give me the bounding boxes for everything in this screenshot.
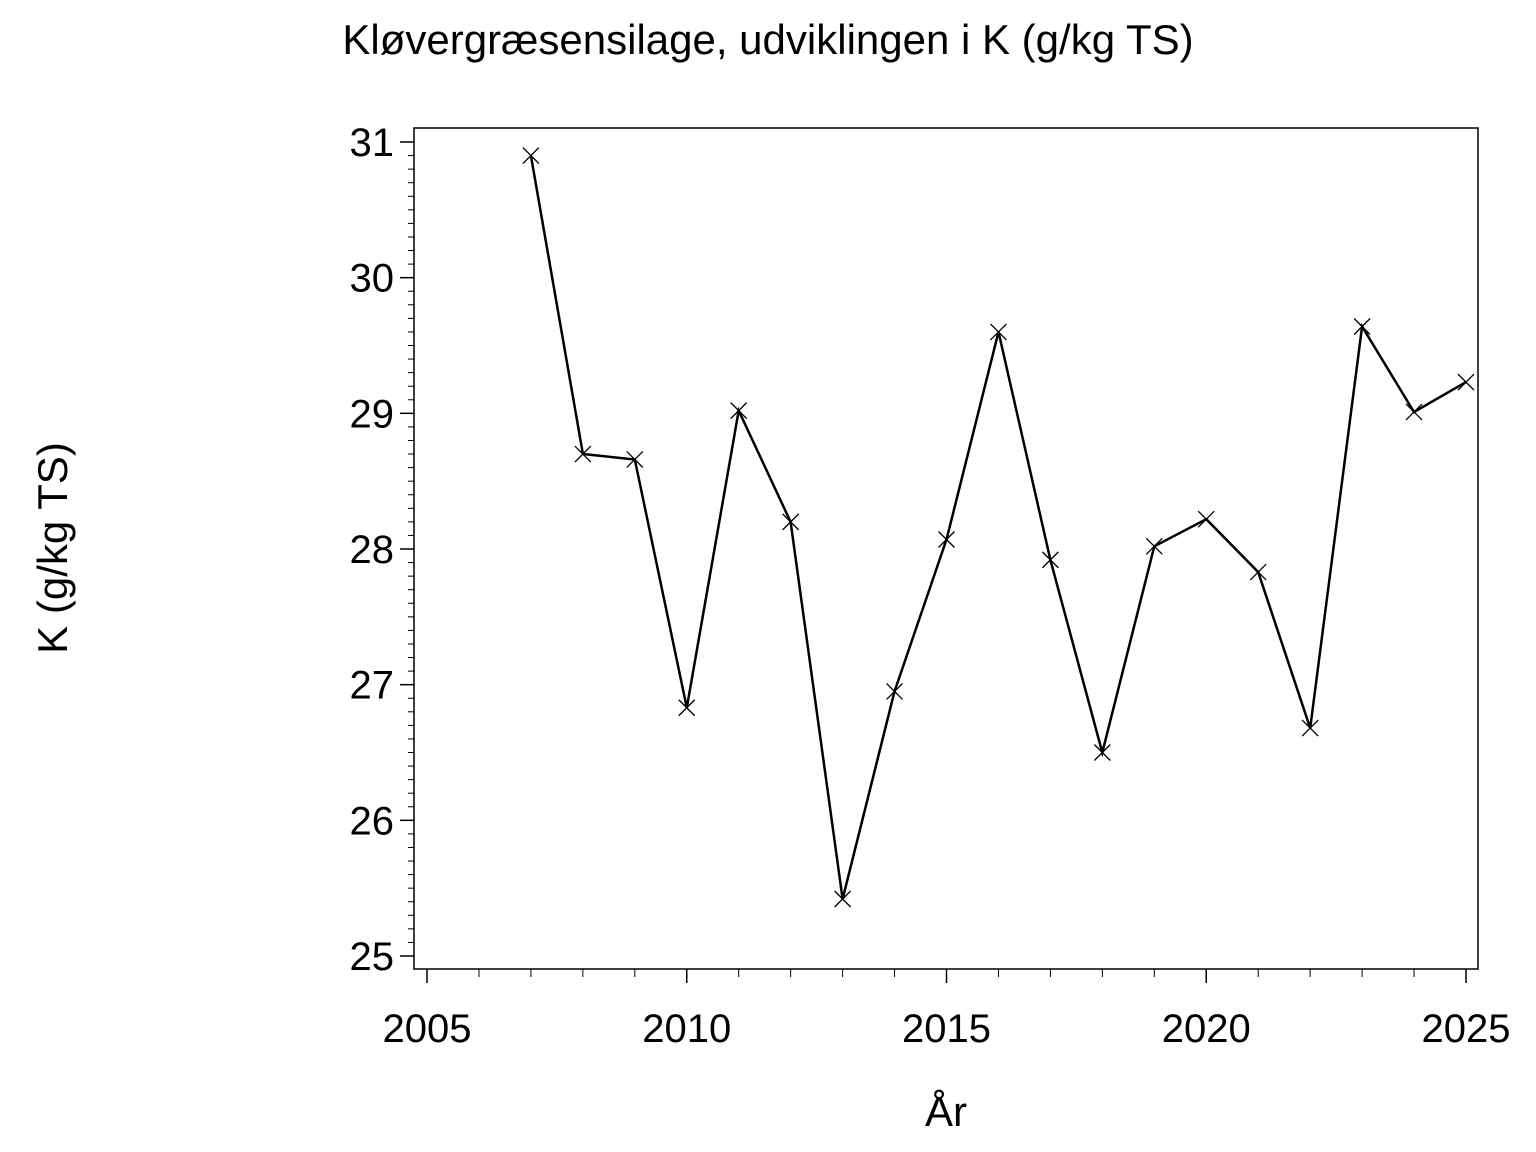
plot-frame xyxy=(413,127,1479,970)
marker-stroke xyxy=(1197,510,1215,528)
data-point-marker xyxy=(1405,403,1423,421)
data-point-marker xyxy=(1041,551,1059,569)
marker-stroke xyxy=(1145,537,1163,555)
marker-stroke xyxy=(1457,373,1475,391)
data-point-marker xyxy=(574,445,592,463)
y-axis: 25 26 27 28 29 30 31 xyxy=(350,121,414,979)
data-point-marker xyxy=(1197,510,1215,528)
y-tick-label: 25 xyxy=(350,935,395,979)
data-point-marker xyxy=(1301,719,1319,737)
y-tick-label: 30 xyxy=(350,257,395,301)
x-tick-label: 2025 xyxy=(1422,1007,1511,1051)
marker-stroke xyxy=(626,451,644,468)
marker-stroke xyxy=(1301,719,1319,737)
data-point-marker xyxy=(1353,318,1371,335)
marker-stroke xyxy=(522,147,540,165)
x-axis: 2005 2010 2015 2020 2025 xyxy=(383,969,1511,1051)
series-line-group xyxy=(529,155,1467,900)
y-axis-label: K (g/kg TS) xyxy=(29,442,76,654)
marker-stroke xyxy=(574,445,592,463)
x-tick-label: 2020 xyxy=(1162,1007,1251,1051)
marker-stroke xyxy=(678,699,696,717)
data-point-marker xyxy=(522,147,540,165)
y-tick-label: 31 xyxy=(350,121,395,165)
marker-stroke xyxy=(1353,318,1371,335)
y-tick-label: 27 xyxy=(350,664,395,708)
x-axis-label: År xyxy=(925,1088,967,1135)
data-point-marker xyxy=(626,451,644,468)
data-point-marker xyxy=(1457,373,1475,391)
marker-stroke xyxy=(1249,563,1267,581)
y-tick-label: 28 xyxy=(350,528,395,572)
data-point-marker xyxy=(1249,563,1267,581)
x-tick-label: 2015 xyxy=(902,1007,991,1051)
data-point-marker xyxy=(782,513,800,531)
x-tick-label: 2005 xyxy=(383,1007,472,1051)
marker-stroke xyxy=(1093,744,1111,761)
chart-title: Kløvergræsensilage, udviklingen i K (g/k… xyxy=(342,16,1194,63)
data-markers xyxy=(522,147,1475,908)
y-tick-label: 29 xyxy=(350,392,395,436)
data-point-marker xyxy=(938,531,955,548)
marker-stroke xyxy=(782,513,800,531)
marker-stroke xyxy=(730,402,748,420)
data-point-marker xyxy=(678,699,696,717)
data-point-marker xyxy=(1145,537,1163,555)
series-line xyxy=(529,155,1467,900)
y-tick-label: 26 xyxy=(350,799,395,843)
data-point-marker xyxy=(1093,744,1111,761)
data-point-marker xyxy=(989,323,1007,341)
data-point-marker xyxy=(730,402,748,420)
marker-stroke xyxy=(1041,551,1059,569)
data-point-marker xyxy=(834,890,852,908)
marker-stroke xyxy=(989,323,1007,341)
marker-stroke xyxy=(834,890,852,908)
x-tick-label: 2010 xyxy=(642,1007,731,1051)
marker-stroke xyxy=(886,682,904,700)
marker-stroke xyxy=(938,531,955,548)
data-point-marker xyxy=(886,682,904,700)
marker-stroke xyxy=(1405,403,1423,421)
